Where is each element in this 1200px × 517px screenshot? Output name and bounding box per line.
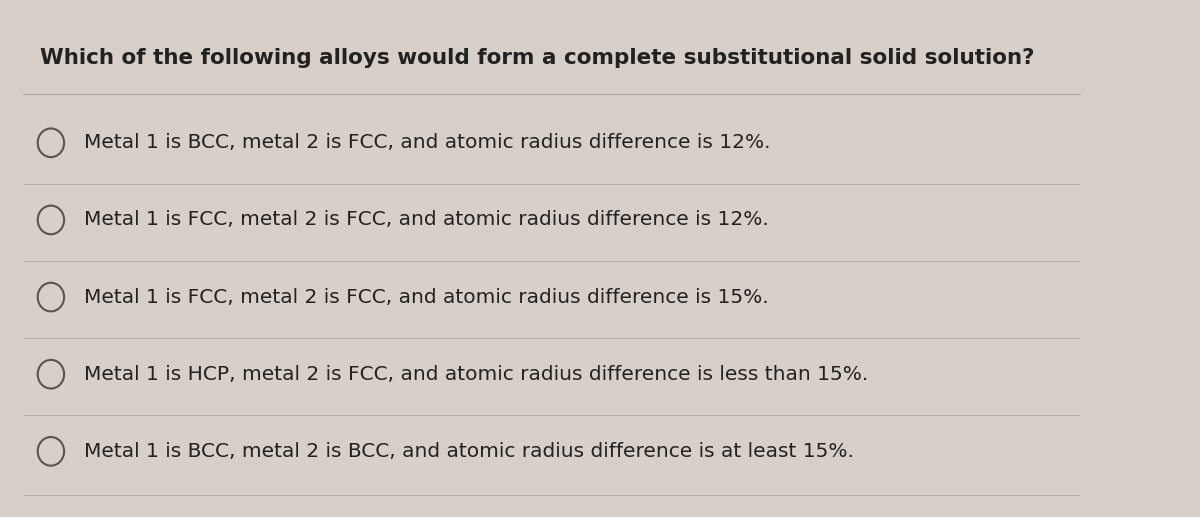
Text: Metal 1 is FCC, metal 2 is FCC, and atomic radius difference is 15%.: Metal 1 is FCC, metal 2 is FCC, and atom… <box>84 287 768 307</box>
Text: Which of the following alloys would form a complete substitutional solid solutio: Which of the following alloys would form… <box>40 48 1034 68</box>
Text: Metal 1 is BCC, metal 2 is BCC, and atomic radius difference is at least 15%.: Metal 1 is BCC, metal 2 is BCC, and atom… <box>84 442 853 461</box>
Text: Metal 1 is FCC, metal 2 is FCC, and atomic radius difference is 12%.: Metal 1 is FCC, metal 2 is FCC, and atom… <box>84 210 769 230</box>
Text: Metal 1 is BCC, metal 2 is FCC, and atomic radius difference is 12%.: Metal 1 is BCC, metal 2 is FCC, and atom… <box>84 133 770 153</box>
Text: Metal 1 is HCP, metal 2 is FCC, and atomic radius difference is less than 15%.: Metal 1 is HCP, metal 2 is FCC, and atom… <box>84 364 868 384</box>
